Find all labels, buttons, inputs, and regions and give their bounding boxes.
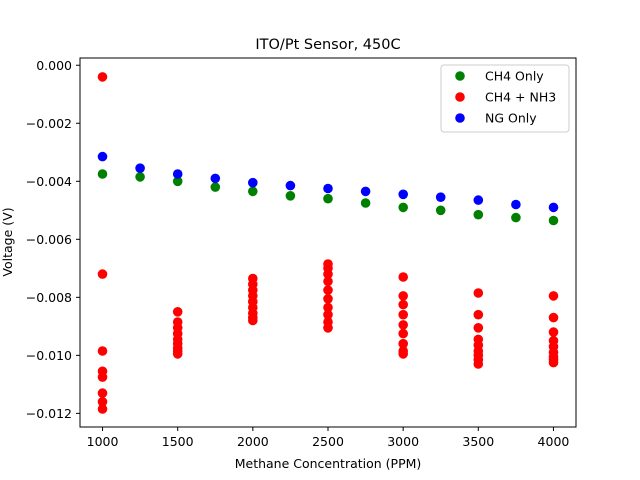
- data-point: [323, 309, 333, 320]
- data-point: [285, 191, 296, 201]
- data-point: [473, 209, 484, 220]
- data-point: [323, 183, 333, 194]
- data-point: [210, 173, 221, 184]
- data-point: [172, 349, 183, 359]
- x-tick-label: 1500: [162, 434, 194, 449]
- data-point: [248, 315, 258, 326]
- data-point: [97, 372, 108, 382]
- data-point: [473, 359, 484, 369]
- data-point: [548, 327, 559, 337]
- data-point: [323, 276, 333, 287]
- data-point: [548, 215, 559, 226]
- data-point: [398, 349, 409, 359]
- series-3: [97, 151, 559, 213]
- x-axis-label: Methane Concentration (PPM): [235, 456, 422, 471]
- x-tick-label: 1000: [87, 434, 119, 449]
- data-point: [323, 285, 333, 295]
- x-tick-label: 3500: [462, 434, 494, 449]
- data-point: [473, 288, 484, 298]
- data-point: [135, 172, 145, 182]
- series-2: [97, 72, 559, 414]
- data-point: [97, 404, 108, 414]
- data-point: [398, 328, 409, 339]
- legend-label: NG Only: [485, 111, 537, 126]
- data-point: [172, 307, 183, 317]
- data-point: [97, 269, 108, 279]
- data-point: [435, 192, 446, 202]
- data-point: [97, 72, 108, 82]
- data-point: [473, 323, 484, 333]
- data-point: [97, 397, 108, 407]
- data-point: [172, 169, 183, 179]
- x-tick-label: 2500: [312, 434, 344, 449]
- data-point: [398, 309, 409, 320]
- y-tick-label: −0.010: [26, 348, 72, 363]
- data-point: [248, 177, 258, 188]
- data-point: [398, 189, 409, 200]
- data-point: [548, 202, 559, 213]
- legend: CH4 Only CH4 + NH3 NG Only: [440, 64, 570, 133]
- data-points: [97, 72, 559, 414]
- data-point: [398, 338, 409, 349]
- y-axis-label: Voltage (V): [0, 207, 15, 276]
- legend-marker: [455, 71, 465, 81]
- x-tick-label: 4000: [538, 434, 570, 449]
- data-point: [323, 294, 333, 304]
- data-point: [548, 312, 559, 323]
- legend-marker: [455, 113, 465, 123]
- series-1: [97, 169, 559, 226]
- data-point: [323, 269, 333, 279]
- x-axis-ticks: 1000 1500 2000 2500 3000 3500 4000: [87, 427, 570, 449]
- data-point: [548, 357, 559, 368]
- data-point: [97, 388, 108, 398]
- y-tick-label: −0.006: [26, 232, 72, 247]
- data-point: [473, 195, 484, 205]
- y-axis-ticks: 0.000 −0.002 −0.004 −0.006 −0.008 −0.010 −0.01…: [26, 58, 80, 421]
- data-point: [135, 163, 145, 173]
- data-point: [398, 272, 409, 282]
- data-point: [360, 198, 371, 208]
- legend-label: CH4 + NH3: [485, 90, 556, 105]
- data-point: [323, 193, 333, 204]
- data-point: [248, 186, 258, 197]
- data-point: [435, 205, 446, 216]
- data-point: [398, 299, 409, 310]
- data-point: [323, 302, 333, 313]
- y-tick-label: 0.000: [36, 58, 72, 73]
- legend-box: [440, 64, 570, 133]
- data-point: [398, 320, 409, 330]
- data-point: [97, 346, 108, 356]
- data-point: [323, 323, 333, 333]
- data-point: [398, 291, 409, 301]
- y-tick-label: −0.008: [26, 290, 72, 305]
- y-tick-label: −0.004: [26, 174, 72, 189]
- legend-label: CH4 Only: [485, 69, 544, 84]
- y-tick-label: −0.012: [26, 406, 72, 421]
- data-point: [548, 291, 559, 301]
- data-point: [511, 212, 521, 223]
- data-point: [172, 176, 183, 187]
- chart-title: ITO/Pt Sensor, 450C: [255, 37, 400, 53]
- legend-marker: [455, 92, 465, 102]
- data-point: [511, 199, 521, 210]
- data-point: [97, 169, 108, 179]
- y-tick-label: −0.002: [26, 116, 72, 131]
- data-point: [210, 182, 221, 192]
- data-point: [398, 202, 409, 213]
- data-point: [473, 309, 484, 320]
- x-tick-label: 2000: [237, 434, 269, 449]
- x-tick-label: 3000: [387, 434, 419, 449]
- data-point: [97, 151, 108, 162]
- data-point: [285, 180, 296, 191]
- data-point: [360, 186, 371, 197]
